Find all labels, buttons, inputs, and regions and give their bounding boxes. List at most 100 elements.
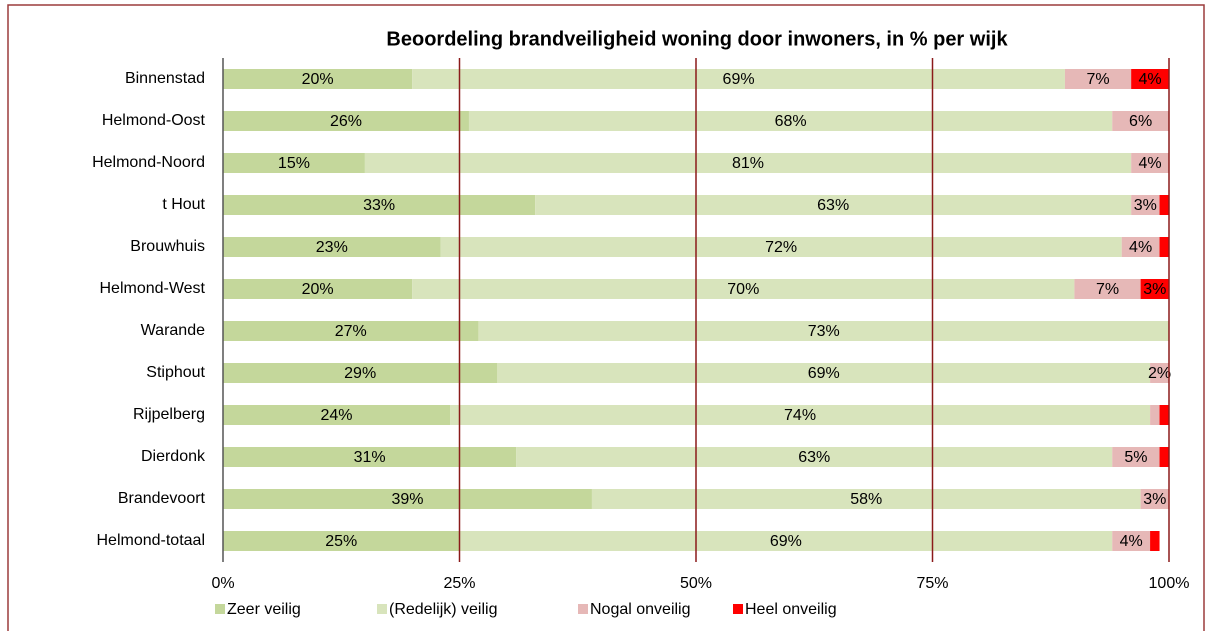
bar-segment: [535, 195, 1132, 215]
x-tick-label: 100%: [1149, 575, 1190, 592]
data-label: 68%: [775, 113, 807, 130]
legend-swatch: [733, 604, 743, 614]
chart-title: Beoordeling brandveiligheid woning door …: [386, 28, 1008, 50]
data-label: 29%: [344, 365, 376, 382]
bar-segment: [1131, 195, 1160, 215]
bar-segment: [1112, 447, 1160, 467]
legend-label: Nogal onveilig: [590, 601, 691, 618]
bar-segment: [459, 531, 1113, 551]
bar-segment: [364, 153, 1132, 173]
bar-segment: [412, 279, 1075, 299]
bar-segment: [478, 321, 1169, 341]
bar-segment: [1159, 195, 1169, 215]
data-label: 33%: [363, 197, 395, 214]
x-tick-label: 0%: [211, 575, 234, 592]
data-label: 3%: [1143, 281, 1166, 298]
bar-segment: [450, 405, 1151, 425]
bar-segment: [497, 363, 1151, 383]
data-label: 81%: [732, 155, 764, 172]
bar-segment: [516, 447, 1113, 467]
y-tick-label: Brouwhuis: [130, 238, 205, 255]
data-label: 73%: [808, 323, 840, 340]
bar-segment: [1121, 237, 1160, 257]
data-label: 3%: [1143, 491, 1166, 508]
bar-segment: [223, 531, 460, 551]
y-tick-label: Binnenstad: [125, 70, 205, 87]
bar-segment: [1150, 531, 1160, 551]
data-label: 39%: [391, 491, 423, 508]
y-tick-label: Helmond-Noord: [92, 154, 205, 171]
data-label: 24%: [321, 407, 353, 424]
bar-segment: [1112, 111, 1169, 131]
y-tick-label: Helmond-West: [99, 280, 205, 297]
data-label: 7%: [1096, 281, 1119, 298]
data-label: 26%: [330, 113, 362, 130]
data-label: 4%: [1139, 155, 1162, 172]
bar-segment: [223, 405, 451, 425]
legend-swatch: [377, 604, 387, 614]
chart-frame: [7, 4, 1205, 631]
bar-segment: [1159, 405, 1169, 425]
data-label: 6%: [1129, 113, 1152, 130]
data-label: 4%: [1129, 239, 1152, 256]
data-label: 63%: [817, 197, 849, 214]
data-label: 7%: [1086, 71, 1109, 88]
bar-segment: [591, 489, 1141, 509]
data-label: 63%: [798, 449, 830, 466]
y-tick-label: Stiphout: [146, 364, 205, 381]
data-label: 69%: [723, 71, 755, 88]
bar-segment: [1150, 363, 1169, 383]
y-tick-label: Dierdonk: [141, 448, 206, 465]
bar-segment: [223, 195, 536, 215]
data-label: 15%: [278, 155, 310, 172]
data-label: 4%: [1139, 71, 1162, 88]
bar-segment: [1064, 69, 1132, 89]
data-label: 27%: [335, 323, 367, 340]
y-tick-label: t Hout: [162, 196, 205, 213]
legend-swatch: [215, 604, 225, 614]
bar-segment: [1131, 69, 1169, 89]
data-label: 58%: [850, 491, 882, 508]
data-label: 4%: [1120, 533, 1143, 550]
bar-segment: [1150, 405, 1160, 425]
bar-segment: [223, 363, 498, 383]
y-tick-label: Brandevoort: [118, 490, 206, 507]
bar-segment: [1140, 489, 1169, 509]
y-tick-label: Warande: [141, 322, 205, 339]
legend-swatch: [578, 604, 588, 614]
bar-segment: [412, 69, 1065, 89]
legend-label: (Redelijk) veilig: [389, 601, 497, 618]
data-label: 31%: [354, 449, 386, 466]
bar-segment: [1140, 279, 1169, 299]
data-label: 2%: [1148, 365, 1171, 382]
bar-segment: [223, 321, 479, 341]
data-label: 5%: [1124, 449, 1147, 466]
bar-segment: [468, 111, 1113, 131]
data-label: 20%: [302, 71, 334, 88]
y-tick-label: Helmond-Oost: [102, 112, 206, 129]
data-label: 74%: [784, 407, 816, 424]
data-label: 70%: [727, 281, 759, 298]
bar-segment: [223, 153, 365, 173]
bar-segment: [1112, 531, 1151, 551]
bar-segment: [223, 111, 469, 131]
bar-segment: [1074, 279, 1141, 299]
data-label: 25%: [325, 533, 357, 550]
data-label: 72%: [765, 239, 797, 256]
x-tick-label: 75%: [916, 575, 948, 592]
bar-segment: [223, 69, 413, 89]
y-tick-label: Helmond-totaal: [97, 532, 206, 549]
bar-segment: [1159, 447, 1169, 467]
bar-segment: [1131, 153, 1169, 173]
x-tick-label: 25%: [443, 575, 475, 592]
legend-label: Zeer veilig: [227, 601, 301, 618]
bar-segment: [223, 279, 413, 299]
bar-segment: [223, 489, 592, 509]
bar-segment: [223, 447, 517, 467]
data-label: 20%: [302, 281, 334, 298]
data-label: 3%: [1134, 197, 1157, 214]
y-tick-label: Rijpelberg: [133, 406, 205, 423]
data-label: 69%: [770, 533, 802, 550]
bar-segment: [440, 237, 1122, 257]
